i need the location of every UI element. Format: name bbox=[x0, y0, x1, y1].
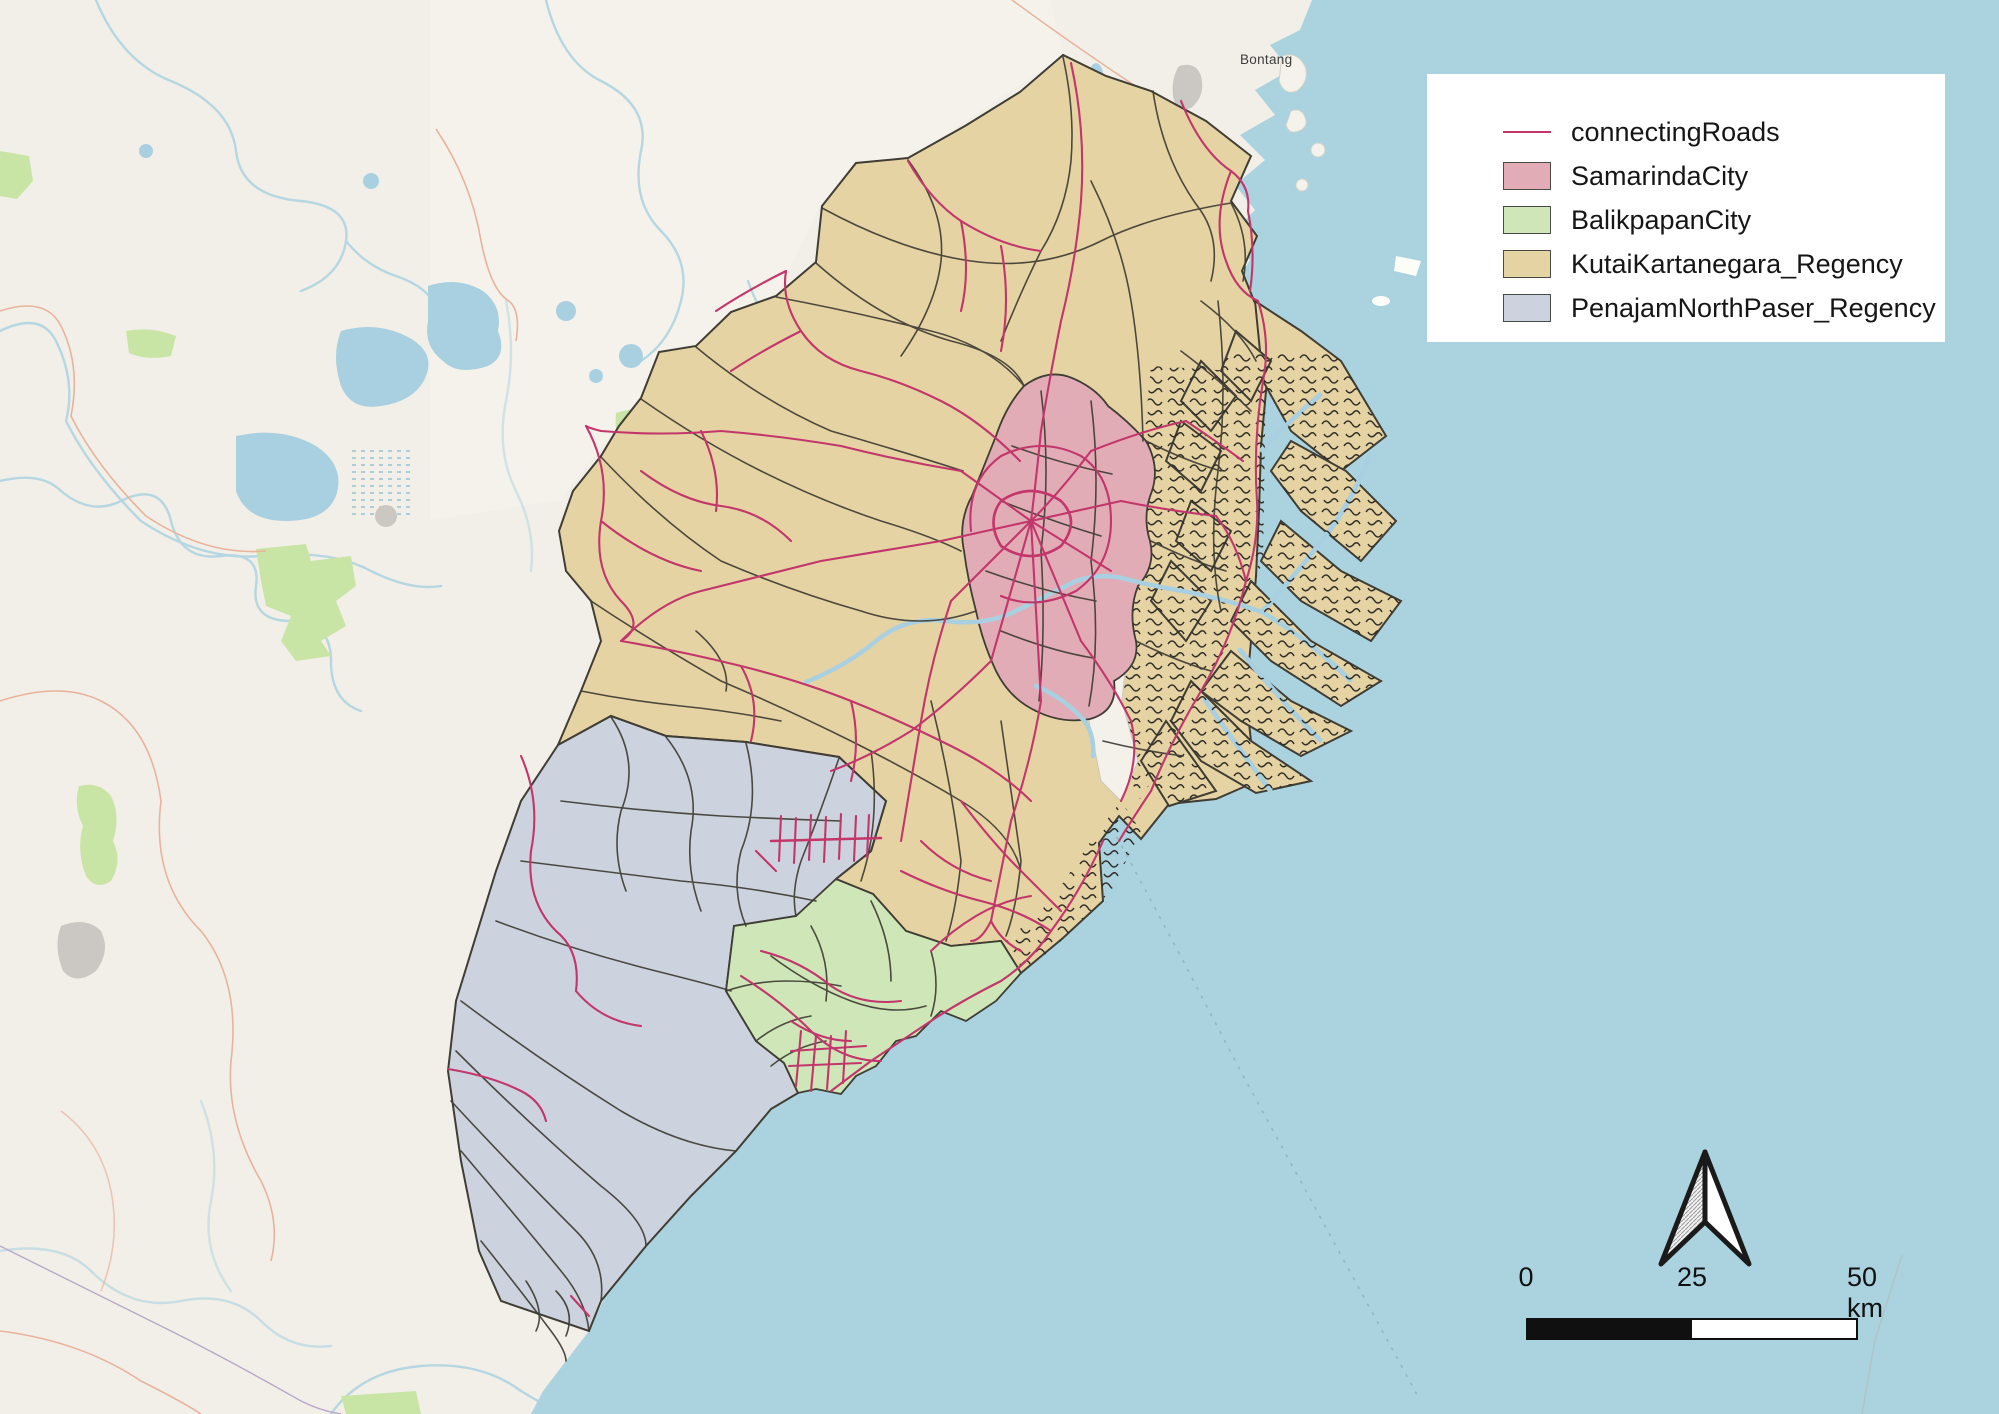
marsh-area bbox=[352, 446, 410, 516]
coastal-islands bbox=[1172, 54, 1421, 306]
scale-bar-bar bbox=[1526, 1318, 1858, 1340]
maritime-boundary-faint bbox=[1861, 1254, 1903, 1414]
legend-label: PenajamNorthPaser_Regency bbox=[1571, 292, 1936, 323]
legend-item-samarinda: SamarindaCity bbox=[1503, 154, 1945, 198]
legend-label: SamarindaCity bbox=[1571, 160, 1749, 191]
fill-swatch-icon bbox=[1503, 250, 1551, 278]
connecting-roads bbox=[446, 61, 1268, 1318]
fill-swatch-icon bbox=[1503, 162, 1551, 190]
north-arrow-icon bbox=[1658, 1149, 1752, 1267]
legend: connectingRoads SamarindaCity Balikpapan… bbox=[1427, 74, 1945, 342]
legend-label: connectingRoads bbox=[1571, 116, 1780, 147]
legend-label: BalikpapanCity bbox=[1571, 204, 1752, 235]
legend-item-penajamnorthpaser: PenajamNorthPaser_Regency bbox=[1503, 286, 1945, 330]
scale-bar-black-half bbox=[1528, 1320, 1692, 1338]
fill-swatch-icon bbox=[1503, 294, 1551, 322]
scale-tick-0: 0 bbox=[1518, 1262, 1534, 1292]
fill-swatch-icon bbox=[1503, 206, 1551, 234]
legend-label: KutaiKartanegara_Regency bbox=[1571, 248, 1903, 279]
legend-item-connecting-roads: connectingRoads bbox=[1503, 110, 1945, 154]
legend-item-kutaikartanegara: KutaiKartanegara_Regency bbox=[1503, 242, 1945, 286]
basemap-tint bbox=[430, 0, 1063, 520]
scale-tick-25: 25 bbox=[1676, 1262, 1708, 1292]
scale-bar: 0 25 50 km bbox=[1508, 1262, 1928, 1352]
scale-tick-50: 50 km bbox=[1847, 1262, 1883, 1323]
city-label-bontang: Bontang bbox=[1240, 52, 1292, 67]
scale-bar-white-half bbox=[1692, 1320, 1856, 1338]
rivers-overlay bbox=[803, 573, 1265, 759]
legend-item-balikpapan: BalikpapanCity bbox=[1503, 198, 1945, 242]
